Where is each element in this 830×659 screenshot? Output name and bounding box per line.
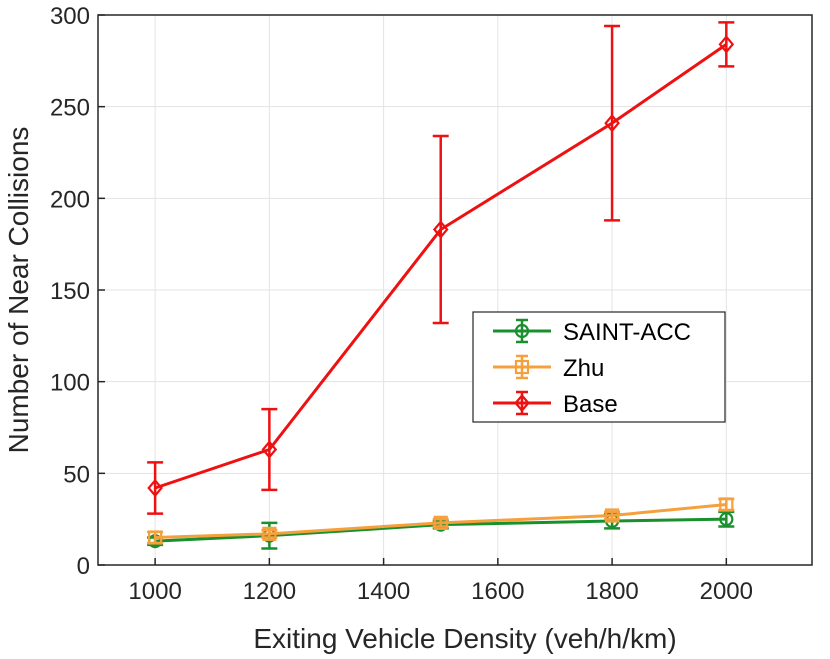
series-base <box>147 21 735 515</box>
legend-item: SAINT-ACC <box>493 318 691 346</box>
y-tick-label: 0 <box>77 553 90 580</box>
y-tick-label: 200 <box>50 186 90 213</box>
y-tick-label: 300 <box>50 3 90 30</box>
series-line <box>154 43 728 490</box>
legend-label: Base <box>563 391 618 418</box>
legend: SAINT-ACC Zhu Base <box>472 311 726 423</box>
data-point <box>433 515 448 530</box>
series-layer <box>147 21 735 550</box>
x-axis-label: Exiting Vehicle Density (veh/h/km) <box>253 623 676 654</box>
series-zhu <box>147 497 735 545</box>
data-point <box>261 440 278 459</box>
y-tick-label: 100 <box>50 370 90 397</box>
x-tick-label: 1200 <box>243 578 296 605</box>
x-tick-label: 1400 <box>357 578 410 605</box>
y-axis-label: Number of Near Collisions <box>3 127 34 454</box>
y-tick-label: 150 <box>50 278 90 305</box>
data-point <box>432 220 449 239</box>
x-tick-label: 1000 <box>128 578 181 605</box>
legend-marker <box>514 359 530 375</box>
x-tick-label: 1800 <box>585 578 638 605</box>
data-point <box>718 35 735 54</box>
data-point <box>604 113 620 133</box>
legend-marker <box>514 323 530 339</box>
series-line <box>155 503 727 539</box>
legend-label: Zhu <box>563 355 604 382</box>
x-tick-label: 1600 <box>471 578 524 605</box>
data-point <box>719 497 734 512</box>
data-point <box>147 478 163 498</box>
legend-item: Zhu <box>493 354 604 382</box>
data-point <box>148 530 163 545</box>
y-tick-label: 50 <box>63 461 90 488</box>
tick-layer: 1000 1200 1400 1600 1800 2000 0 50 100 150 200 250 3… <box>50 3 753 605</box>
legend-marker <box>514 393 530 413</box>
data-point <box>604 508 620 523</box>
legend-label: SAINT-ACC <box>563 319 691 346</box>
y-tick-label: 250 <box>50 95 90 122</box>
grid <box>98 14 812 566</box>
legend-item: Base <box>493 390 618 418</box>
data-point <box>719 512 734 527</box>
x-tick-label: 2000 <box>700 578 753 605</box>
data-point <box>262 526 277 541</box>
